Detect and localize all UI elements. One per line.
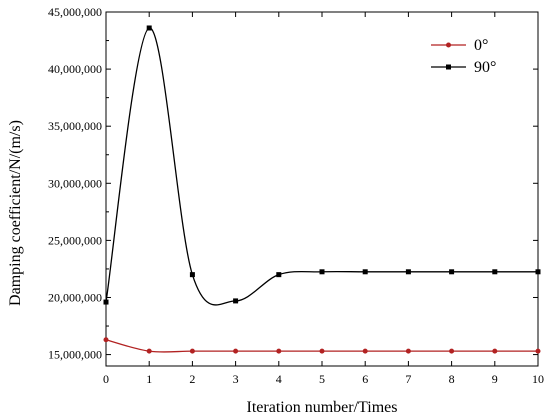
data-point <box>449 348 455 354</box>
data-point <box>492 269 498 275</box>
data-point <box>189 348 195 354</box>
legend-label: 0° <box>474 37 488 54</box>
x-tick-label: 10 <box>532 372 544 386</box>
y-tick-label: 40,000,000 <box>48 62 102 76</box>
data-point <box>103 299 109 305</box>
legend-marker <box>446 42 451 48</box>
data-point <box>405 269 411 275</box>
y-tick-label: 25,000,000 <box>48 233 102 247</box>
x-tick-label: 7 <box>405 372 411 386</box>
data-point <box>362 269 368 275</box>
data-point <box>319 348 325 354</box>
legend-label: 90° <box>474 59 496 76</box>
data-point <box>449 269 455 275</box>
x-tick-label: 4 <box>276 372 282 386</box>
data-point <box>276 348 282 354</box>
legend-marker <box>446 64 451 70</box>
data-point <box>233 348 239 354</box>
data-point <box>103 337 109 343</box>
x-tick-label: 3 <box>233 372 239 386</box>
data-point <box>319 269 325 275</box>
y-tick-label: 35,000,000 <box>48 119 102 133</box>
data-point <box>405 348 411 354</box>
data-point <box>535 269 541 275</box>
plot-area: 15,000,000 20,000,000 25,000,000 30,000,000… <box>48 5 544 386</box>
x-tick-label: 9 <box>492 372 498 386</box>
x-tick-label: 8 <box>449 372 455 386</box>
data-point <box>492 348 498 354</box>
data-point <box>276 272 282 278</box>
x-tick-label: 2 <box>189 372 195 386</box>
y-axis-title: Damping coefficient/N/(m/s) <box>7 120 24 306</box>
x-tick-label: 6 <box>362 372 368 386</box>
y-tick-label: 15,000,000 <box>48 348 102 362</box>
data-point <box>362 348 368 354</box>
x-tick-label: 1 <box>146 372 152 386</box>
x-tick-label: 5 <box>319 372 325 386</box>
x-axis-title: Iteration number/Times <box>247 399 398 416</box>
y-tick-label: 20,000,000 <box>48 290 102 304</box>
y-tick-label: 30,000,000 <box>48 176 102 190</box>
x-tick-label: 0 <box>103 372 109 386</box>
data-point <box>535 348 541 354</box>
y-tick-label: 45,000,000 <box>48 5 102 19</box>
data-point <box>233 298 239 304</box>
data-point <box>146 348 152 354</box>
data-point <box>146 25 152 31</box>
data-point <box>189 272 195 278</box>
